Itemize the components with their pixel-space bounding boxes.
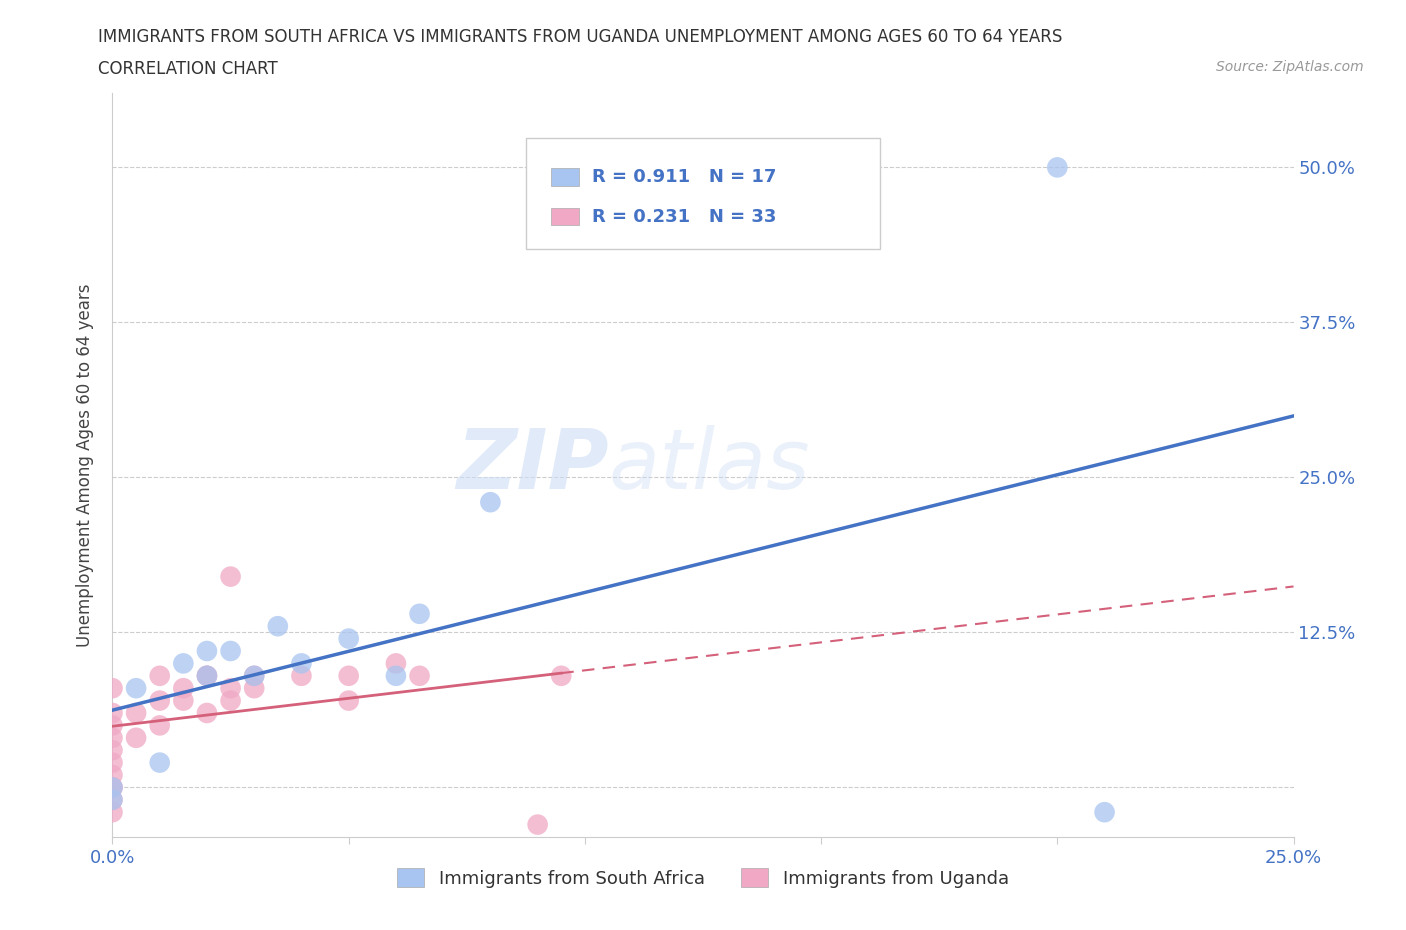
Point [408,606,430,621]
Point [101,767,124,782]
Point [195,706,218,721]
Point [172,656,194,671]
Point [1094,804,1116,819]
Point [149,693,172,708]
Point [385,656,408,671]
Point [195,644,218,658]
Point [172,693,194,708]
Point [172,681,194,696]
FancyBboxPatch shape [526,138,880,249]
Text: R = 0.231   N = 33: R = 0.231 N = 33 [592,207,776,225]
FancyBboxPatch shape [551,168,579,186]
Text: CORRELATION CHART: CORRELATION CHART [98,60,278,78]
Point [219,693,242,708]
Point [101,706,124,721]
Text: atlas: atlas [609,424,810,506]
FancyBboxPatch shape [551,207,579,225]
Text: ZIP: ZIP [456,424,609,506]
Point [526,817,548,832]
Point [385,669,408,684]
Point [408,669,430,684]
Point [219,644,242,658]
Point [149,718,172,733]
Point [101,792,124,807]
Point [101,730,124,745]
Point [149,755,172,770]
Point [243,669,266,684]
Point [195,669,218,684]
Legend: Immigrants from South Africa, Immigrants from Uganda: Immigrants from South Africa, Immigrants… [389,861,1017,895]
Point [101,718,124,733]
Point [101,804,124,819]
Point [337,693,360,708]
Point [243,681,266,696]
Point [267,618,290,633]
Point [290,669,312,684]
Point [337,631,360,646]
Text: IMMIGRANTS FROM SOUTH AFRICA VS IMMIGRANTS FROM UGANDA UNEMPLOYMENT AMONG AGES 6: IMMIGRANTS FROM SOUTH AFRICA VS IMMIGRAN… [98,28,1063,46]
Point [101,780,124,795]
Point [125,681,148,696]
Point [479,495,502,510]
Point [101,780,124,795]
Point [101,681,124,696]
Point [101,780,124,795]
Text: Source: ZipAtlas.com: Source: ZipAtlas.com [1216,60,1364,74]
Point [1046,160,1069,175]
Point [243,669,266,684]
Point [195,669,218,684]
Point [149,669,172,684]
Y-axis label: Unemployment Among Ages 60 to 64 years: Unemployment Among Ages 60 to 64 years [76,284,94,646]
Point [195,669,218,684]
Point [101,755,124,770]
Point [337,669,360,684]
Point [290,656,312,671]
Point [101,743,124,758]
Point [125,706,148,721]
Point [550,669,572,684]
Point [219,681,242,696]
Text: R = 0.911   N = 17: R = 0.911 N = 17 [592,168,776,186]
Point [125,730,148,745]
Point [219,569,242,584]
Point [101,792,124,807]
